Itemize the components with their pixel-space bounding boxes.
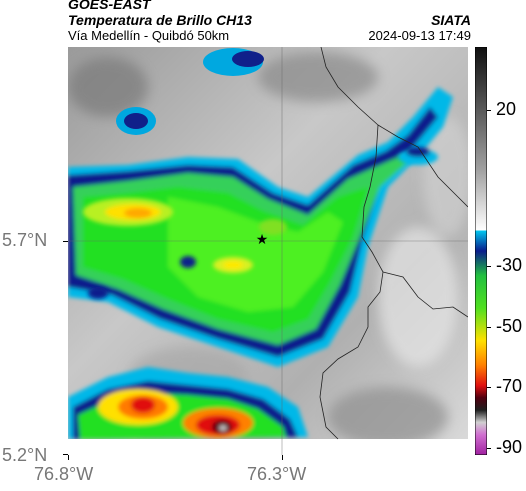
borders (319, 47, 468, 440)
colorbar-label-minus30: -30 (496, 255, 523, 275)
product-title: Temperatura de Brillo CH13 (68, 12, 252, 28)
organization-label: SIATA (431, 12, 471, 28)
colorbar-label-minus90: -90 (496, 437, 523, 457)
lon-label-76.8: 76.8°W (34, 464, 94, 484)
cloud-cell-top (116, 48, 264, 135)
no-data-strip (68, 439, 468, 455)
star-icon: ★ (256, 232, 269, 248)
lat-label-5.2: 5.2°N (2, 445, 48, 465)
colorbar-label-20: 20 (496, 99, 517, 119)
lat-label-5.7: 5.7°N (2, 230, 48, 250)
colorbar-label-minus70: -70 (496, 376, 523, 396)
graticule (68, 47, 468, 455)
satellite-title: GOES-EAST (68, 0, 151, 12)
colorbar-label-minus50: -50 (496, 316, 523, 336)
cold-cloud-tops (83, 147, 438, 299)
lon-tick (282, 455, 283, 460)
colorbar (475, 47, 487, 455)
lon-tick (68, 455, 69, 460)
region-subtitle: Vía Medellín - Quibdó 50km (68, 28, 230, 43)
lat-tick (63, 241, 68, 242)
lon-label-76.3: 76.3°W (247, 464, 307, 484)
storm-cluster-south (68, 367, 308, 439)
datetime-label: 2024-09-13 17:49 (368, 28, 471, 43)
lat-tick (63, 454, 68, 455)
brightness-temperature-map: ★ (68, 47, 468, 455)
